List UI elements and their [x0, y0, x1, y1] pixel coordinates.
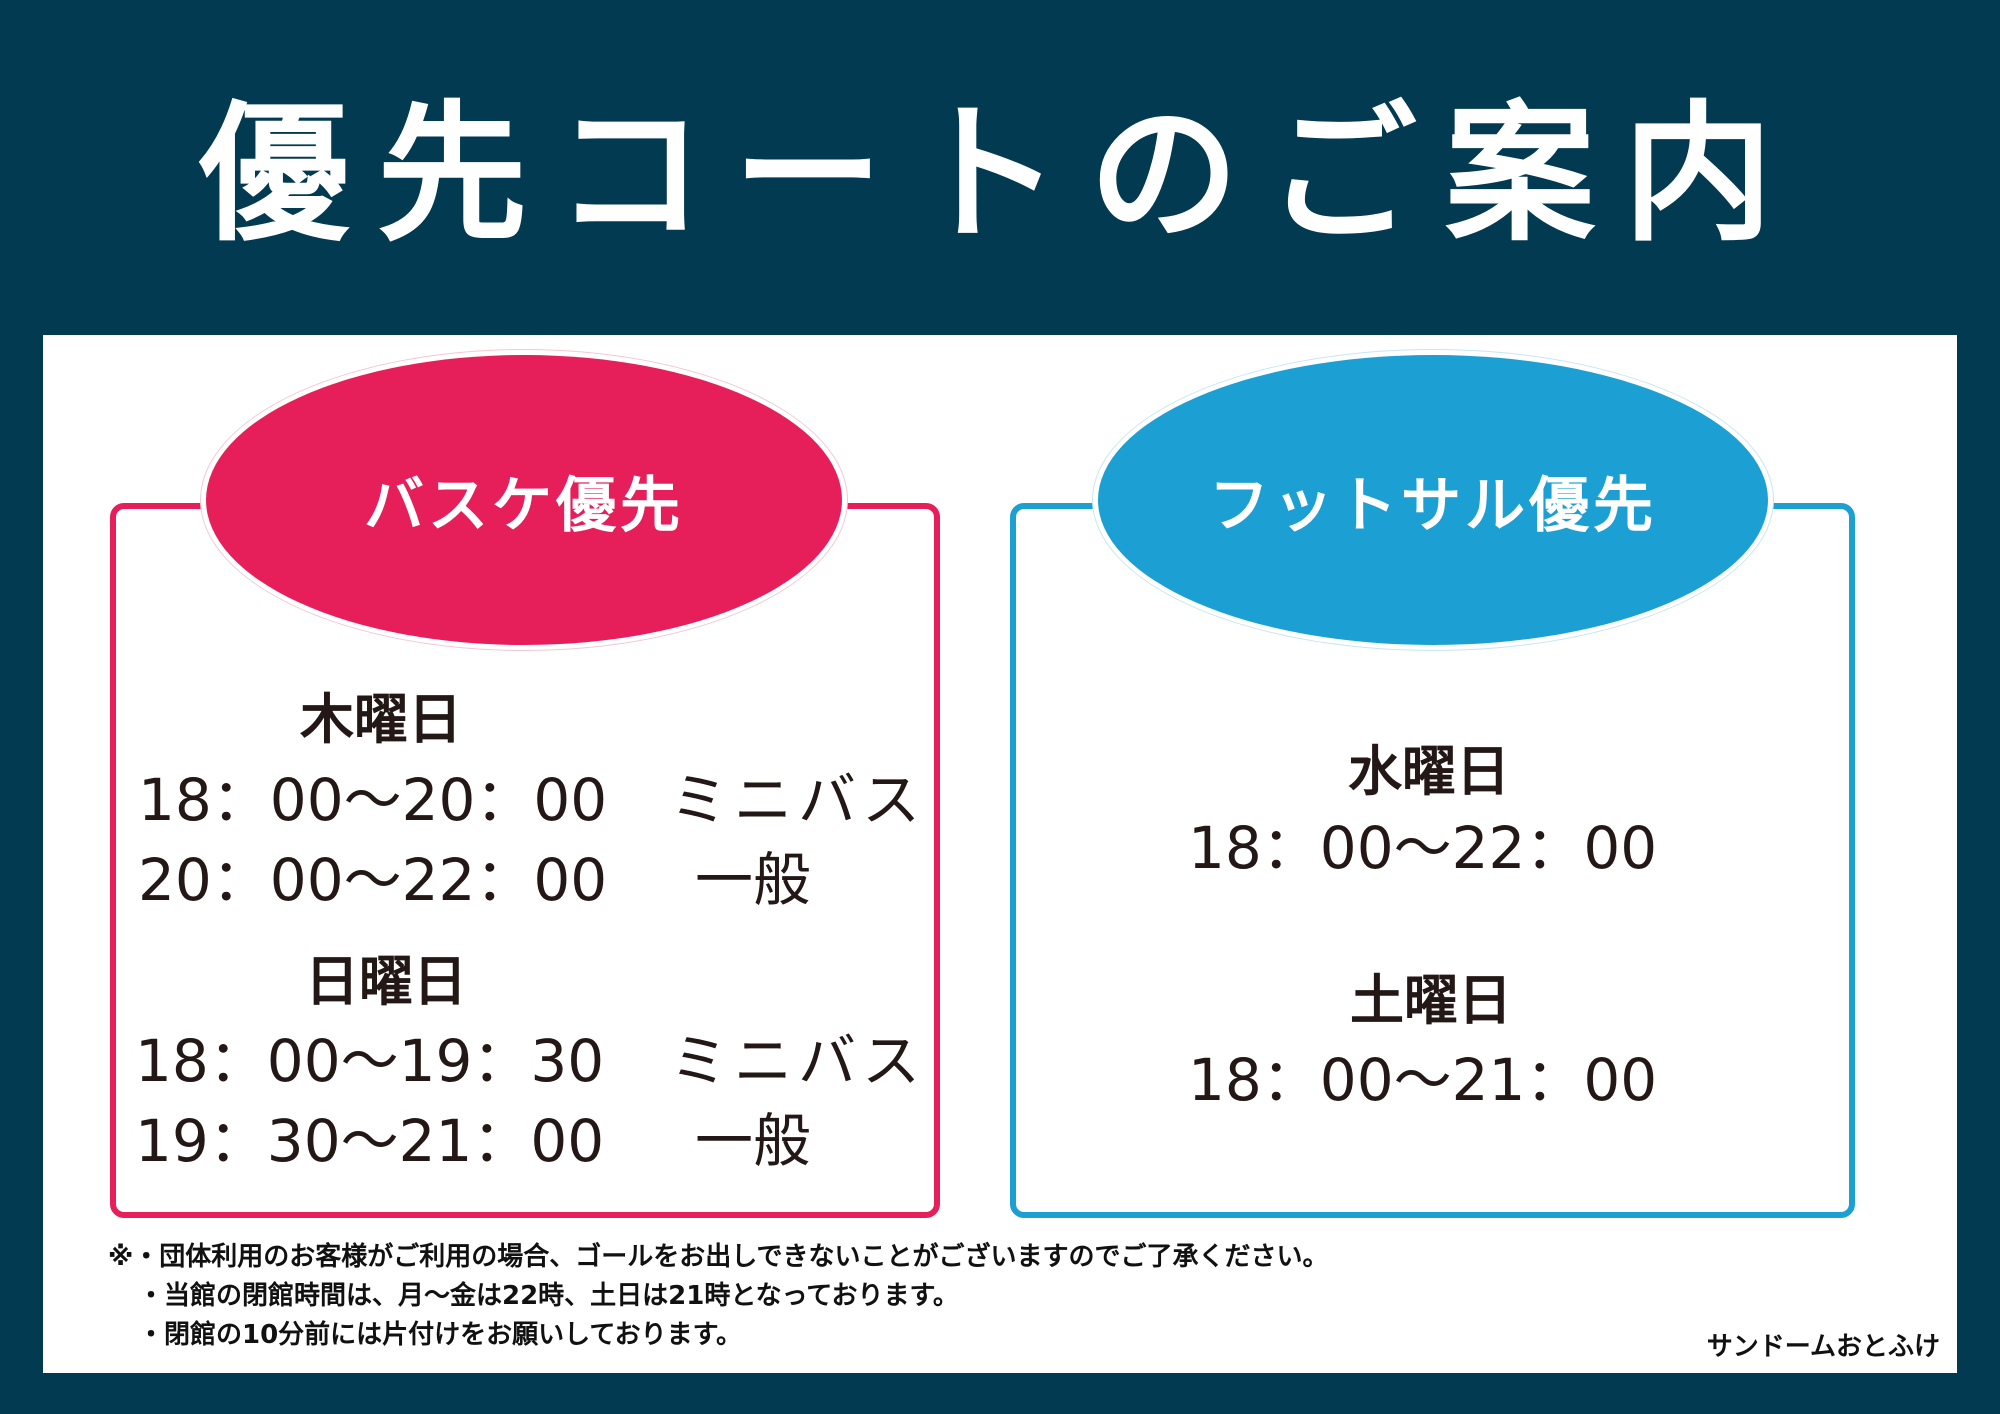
time-slot: 19：30〜21：00: [135, 1107, 605, 1175]
time-slot: 18：00〜20：00: [138, 766, 608, 834]
day-label: 木曜日: [300, 688, 462, 751]
group-label: 一般: [695, 846, 812, 914]
basketball-priority-badge: バスケ優先: [206, 355, 842, 645]
time-slot: 18：00〜19：30: [135, 1027, 605, 1095]
note: ※・団体利用のお客様がご利用の場合、ゴールをお出しできないことがございますのでご…: [108, 1242, 1329, 1272]
note: ・当館の閉館時間は、月〜金は22時、土日は21時となっております。: [138, 1281, 959, 1311]
page-title: 優先コートのご案内: [198, 88, 1801, 262]
day-label: 土曜日: [1350, 969, 1512, 1032]
day-label: 日曜日: [305, 950, 467, 1013]
group-label: ミニバス: [670, 766, 927, 834]
note: ・閉館の10分前には片付けをお願いしております。: [138, 1320, 743, 1350]
time-slot: 18：00〜21：00: [1188, 1046, 1658, 1114]
futsal-priority-badge: フットサル優先: [1098, 355, 1768, 645]
time-slot: 18：00〜22：00: [1188, 814, 1658, 882]
venue-credit: サンドームおとふけ: [1706, 1332, 1940, 1362]
time-slot: 20：00〜22：00: [138, 846, 608, 914]
group-label: 一般: [695, 1107, 812, 1175]
group-label: ミニバス: [670, 1027, 927, 1095]
day-label: 水曜日: [1348, 740, 1510, 803]
